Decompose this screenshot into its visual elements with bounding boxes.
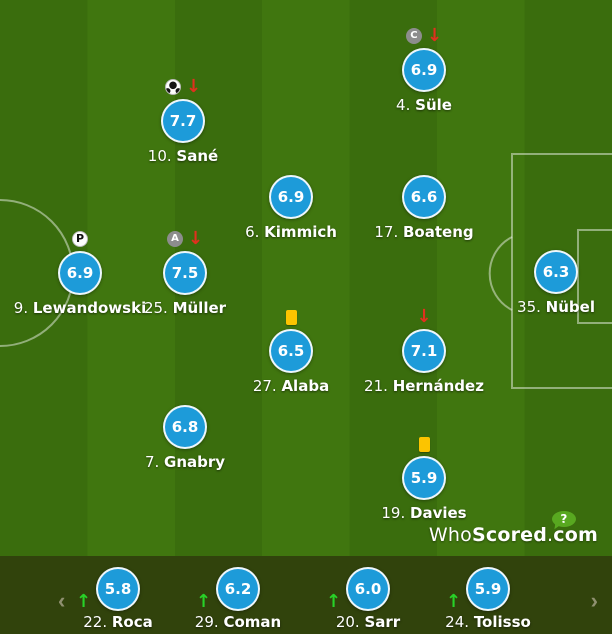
player-name: 19. Davies <box>381 504 467 522</box>
assist-icon: A <box>166 231 183 247</box>
player-name: 6. Kimmich <box>245 223 337 241</box>
rating-drop-icon: ↓ <box>416 306 432 327</box>
sub-on-icon: ↑ <box>76 591 92 612</box>
player-rating-badge[interactable]: 5.9 <box>402 456 446 500</box>
player-icons <box>486 228 612 248</box>
player-entry[interactable]: C ↓ 6.9 4. Süle <box>354 26 494 115</box>
sub-on-icon: ↑ <box>446 591 462 612</box>
player-rating-badge[interactable]: 7.1 <box>402 329 446 373</box>
logo-who: Who <box>428 524 472 546</box>
player-rating-badge[interactable]: 6.6 <box>402 175 446 219</box>
substitutes-bar: ‹ › ↑ 5.8 22. Roca ↑ 6.2 29. Coman ↑ 6.0… <box>0 556 612 634</box>
whoscored-logo[interactable]: WhoScored.com ? <box>428 511 598 546</box>
player-icons <box>221 307 361 327</box>
substitute-entry[interactable]: ↑ 5.8 22. Roca <box>58 567 178 631</box>
player-rating-badge[interactable]: 6.2 <box>216 567 260 611</box>
player-rating-badge[interactable]: 6.3 <box>534 250 578 294</box>
logo-com: com <box>553 524 598 546</box>
captain-icon: C <box>405 28 422 44</box>
goal-ball-icon <box>164 79 181 95</box>
player-name: 20. Sarr <box>335 613 401 631</box>
penalty-goal-icon: P <box>72 231 88 247</box>
player-name: 17. Boateng <box>374 223 474 241</box>
player-rating-badge[interactable]: 7.7 <box>161 99 205 143</box>
player-entry[interactable]: 6.9 6. Kimmich <box>221 153 361 241</box>
player-icons: C ↓ <box>354 26 494 46</box>
sub-on-icon: ↑ <box>196 591 212 612</box>
player-icons <box>354 153 494 173</box>
substitute-entry[interactable]: ↑ 6.2 29. Coman <box>178 567 298 631</box>
player-icons <box>115 383 255 403</box>
player-rating-badge[interactable]: 6.9 <box>58 251 102 295</box>
player-entry[interactable]: ↓ 7.1 21. Hernández <box>354 307 494 396</box>
question-bubble-icon: ? <box>552 511 576 527</box>
logo-scored: Scored <box>471 524 548 546</box>
next-subs-button[interactable]: › <box>590 588 598 613</box>
player-rating-badge[interactable]: 5.9 <box>466 567 510 611</box>
player-name: 9. Lewandowski <box>13 299 147 317</box>
pitch: C ↓ 6.9 4. Süle ↓ 7.7 10. Sané 6.9 6. Kim… <box>0 0 612 556</box>
player-rating-badge[interactable]: 7.5 <box>163 251 207 295</box>
player-rating-badge[interactable]: 6.9 <box>269 175 313 219</box>
rating-drop-icon: ↓ <box>187 228 204 249</box>
player-entry[interactable]: P 6.9 9. Lewandowski <box>10 229 150 317</box>
player-rating-badge[interactable]: 5.8 <box>96 567 140 611</box>
player-rating-badge[interactable]: 6.8 <box>163 405 207 449</box>
player-icons: P <box>10 229 150 249</box>
player-name: 7. Gnabry <box>144 453 226 471</box>
player-icons <box>221 153 361 173</box>
player-entry[interactable]: 6.8 7. Gnabry <box>115 383 255 471</box>
player-entry[interactable]: A ↓ 7.5 25. Müller <box>115 229 255 318</box>
rating-drop-icon: ↓ <box>185 76 202 97</box>
substitute-entry[interactable]: ↑ 5.9 24. Tolisso <box>428 567 548 631</box>
player-icons: ↓ <box>113 77 253 97</box>
yellow-card-icon <box>285 309 297 325</box>
player-name: 21. Hernández <box>364 377 484 395</box>
sub-on-icon: ↑ <box>326 591 342 612</box>
player-rating-badge[interactable]: 6.5 <box>269 329 313 373</box>
player-entry[interactable]: ↓ 7.7 10. Sané <box>113 77 253 166</box>
six-yard-box-line <box>577 229 612 324</box>
player-entry[interactable]: 6.6 17. Boateng <box>354 153 494 241</box>
player-rating-badge[interactable]: 6.0 <box>346 567 390 611</box>
penalty-box-line <box>511 153 612 389</box>
player-entry[interactable]: 6.3 35. Nübel <box>486 228 612 316</box>
player-rating-badge[interactable]: 6.9 <box>402 48 446 92</box>
player-entry[interactable]: 5.9 19. Davies <box>354 434 494 522</box>
player-name: 24. Tolisso <box>445 613 531 631</box>
rating-drop-icon: ↓ <box>426 25 443 46</box>
player-name: 35. Nübel <box>517 298 595 316</box>
substitute-entry[interactable]: ↑ 6.0 20. Sarr <box>308 567 428 631</box>
player-entry[interactable]: 6.5 27. Alaba <box>221 307 361 395</box>
player-name: 25. Müller <box>143 299 227 317</box>
player-name: 27. Alaba <box>252 377 330 395</box>
penalty-arc-line <box>488 236 513 311</box>
player-icons: ↓ <box>354 307 494 327</box>
player-name: 22. Roca <box>83 613 153 631</box>
player-name: 10. Sané <box>147 147 219 165</box>
player-name: 29. Coman <box>194 613 282 631</box>
player-icons <box>354 434 494 454</box>
prev-subs-button[interactable]: ‹ <box>58 588 66 613</box>
yellow-card-icon <box>418 436 430 452</box>
player-icons: A ↓ <box>115 229 255 249</box>
player-name: 4. Süle <box>396 96 452 114</box>
logo-dot: . <box>547 524 554 546</box>
